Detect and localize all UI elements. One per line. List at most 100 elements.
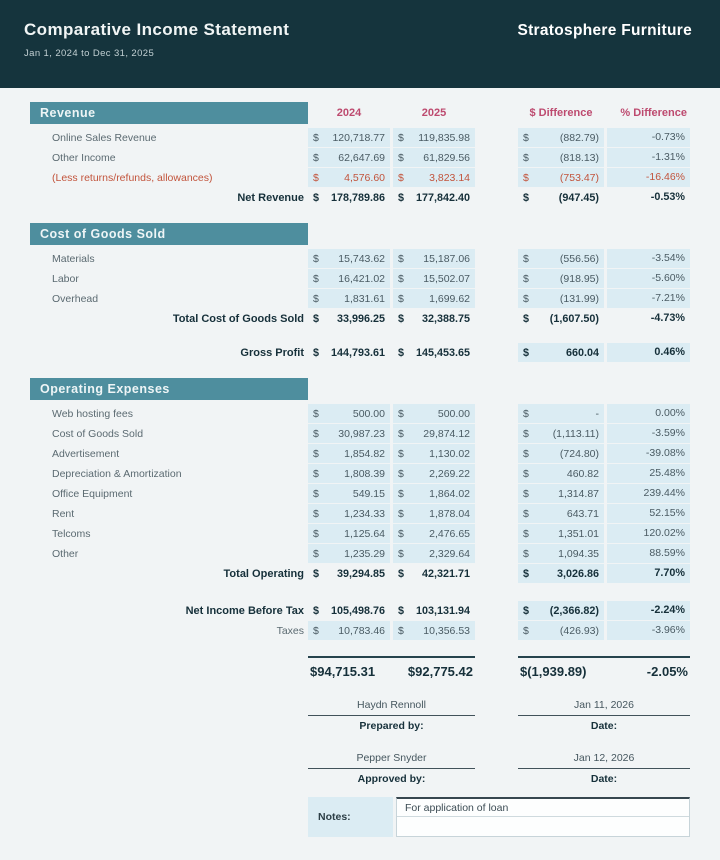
cell-value: 62,647.69 xyxy=(338,151,385,164)
cell-percent-difference: 0.00% xyxy=(607,404,690,423)
cell-value: 16,421.02 xyxy=(338,272,385,285)
row-label: Net Revenue xyxy=(237,191,304,204)
cell-2024: $1,235.29 xyxy=(308,544,390,563)
row-label: Advertisement xyxy=(52,447,120,460)
cell-value: (753.47) xyxy=(559,171,599,184)
currency-symbol: $ xyxy=(313,604,320,617)
final-group-years: $94,715.31 $92,775.42 xyxy=(308,656,475,679)
cell-value: 15,187.06 xyxy=(423,252,470,265)
currency-symbol: $ xyxy=(523,507,529,520)
cell-dollar-difference: $ (131.99) xyxy=(518,289,604,308)
cell-2024: $1,125.64 xyxy=(308,524,390,543)
cell-2025: $177,842.40 xyxy=(393,188,475,207)
currency-symbol: $ xyxy=(523,487,529,500)
currency-symbol: $ xyxy=(523,171,529,184)
cell-value: 15,743.62 xyxy=(338,252,385,265)
approved-by-label: Approved by: xyxy=(357,773,426,785)
cell-2025: $103,131.94 xyxy=(393,601,475,620)
currency-symbol: $ xyxy=(313,567,320,580)
cell-percent-difference: -3.96% xyxy=(607,621,690,640)
row-label: Online Sales Revenue xyxy=(52,131,157,144)
row-label: Materials xyxy=(52,252,95,265)
cell-value: 4,576.60 xyxy=(344,171,385,184)
signature-offset xyxy=(30,699,308,732)
prepared-by-block: Haydn Rennoll Prepared by: xyxy=(308,699,475,732)
table-row: Materials $15,743.62 $15,187.06 $ (556.56) -3… xyxy=(30,249,720,268)
final-group-difference: $(1,939.89) -2.05% xyxy=(518,656,690,679)
row-label: Other Income xyxy=(52,151,116,164)
currency-symbol: $ xyxy=(313,427,319,440)
cell-2025: $15,187.06 xyxy=(393,249,475,268)
section: Operating Expenses Web hosting fees $500.0… xyxy=(30,378,720,583)
cell-dollar-difference: $ (882.79) xyxy=(518,128,604,147)
signature-row-approved: Pepper Snyder Approved by: Jan 12, 2026 … xyxy=(30,752,720,785)
cell-percent-difference: 239.44% xyxy=(607,484,690,503)
date-range: Jan 1, 2024 to Dec 31, 2025 xyxy=(24,48,155,59)
cell-value: - xyxy=(595,407,600,420)
cell-percent-difference: 0.46% xyxy=(607,343,690,362)
cell-percent-difference: -3.54% xyxy=(607,249,690,268)
cell-value: 30,987.23 xyxy=(338,427,385,440)
cell-2025: $145,453.65 xyxy=(393,343,475,362)
cell-dollar-difference: $ - xyxy=(518,404,604,423)
cell-dollar-difference: $3,026.86 xyxy=(518,564,604,583)
currency-symbol: $ xyxy=(523,604,530,617)
cell-value: 1,234.33 xyxy=(344,507,385,520)
notes-text[interactable]: For application of loan xyxy=(397,799,689,817)
table-row: Overhead $1,831.61 $1,699.62 $ (131.99) -7.21… xyxy=(30,289,720,308)
cell-2024: $16,421.02 xyxy=(308,269,390,288)
cell-2025: $2,329.64 xyxy=(393,544,475,563)
cell-percent-difference: -16.46% xyxy=(607,168,690,187)
cell-dollar-difference: $1,314.87 xyxy=(518,484,604,503)
row-label: Total Operating xyxy=(223,567,304,580)
cell-2024: $4,576.60 xyxy=(308,168,390,187)
currency-symbol: $ xyxy=(523,467,529,480)
cell-2025: $1,864.02 xyxy=(393,484,475,503)
notes-input[interactable]: For application of loan xyxy=(396,797,690,837)
cell-value: 460.82 xyxy=(566,467,599,480)
approved-date-value: Jan 12, 2026 xyxy=(573,752,635,764)
summary-rows: Net Income Before Tax $105,498.76 $103,131… xyxy=(30,601,720,640)
column-header-percent-difference: % Difference xyxy=(620,107,687,119)
column-gap xyxy=(475,656,518,679)
cell-2024: $120,718.77 xyxy=(308,128,390,147)
cell-value: 42,321.71 xyxy=(421,567,470,580)
cell-dollar-difference: $ (1,113.11) xyxy=(518,424,604,443)
row-label: Web hosting fees xyxy=(52,407,133,420)
cell-dollar-difference: $ (1,607.50) xyxy=(518,309,604,328)
table-row: Depreciation & Amortization $1,808.39 $2,2… xyxy=(30,464,720,483)
signature-line xyxy=(308,715,475,716)
cell-value: (1,113.11) xyxy=(552,427,599,440)
cell-value: 1,314.87 xyxy=(558,487,599,500)
cell-2025: $2,476.65 xyxy=(393,524,475,543)
cell-2024: $1,854.82 xyxy=(308,444,390,463)
cell-value: 33,996.25 xyxy=(336,312,385,325)
currency-symbol: $ xyxy=(313,467,319,480)
row-label: Telcoms xyxy=(52,527,91,540)
currency-symbol: $ xyxy=(523,346,530,359)
cell-value: 1,854.82 xyxy=(344,447,385,460)
approved-by-name: Pepper Snyder xyxy=(356,752,427,764)
currency-symbol: $ xyxy=(313,346,320,359)
cell-2024: $15,743.62 xyxy=(308,249,390,268)
currency-symbol: $ xyxy=(313,252,319,265)
final-total-difference: $(1,939.89) xyxy=(520,664,587,679)
table-row: Telcoms $1,125.64 $2,476.65 $1,351.01 120.02… xyxy=(30,524,720,543)
cell-value: 32,388.75 xyxy=(421,312,470,325)
cell-value: 29,874.12 xyxy=(423,427,470,440)
cell-dollar-difference: $ (2,366.82) xyxy=(518,601,604,620)
currency-symbol: $ xyxy=(398,507,404,520)
cell-dollar-difference: $ (753.47) xyxy=(518,168,604,187)
table-row: (Less returns/refunds, allowances) $4,576… xyxy=(30,168,720,187)
notes-label: Notes: xyxy=(308,797,393,837)
table-sections: Revenue 2024 2025 $ Difference % Difference O… xyxy=(30,102,720,583)
cell-dollar-difference: $643.71 xyxy=(518,504,604,523)
cell-value: 15,502.07 xyxy=(423,272,470,285)
cell-value: (918.95) xyxy=(559,272,599,285)
table-row: Advertisement $1,854.82 $1,130.02 $ (724.80)… xyxy=(30,444,720,463)
cell-dollar-difference: $ (947.45) xyxy=(518,188,604,207)
cell-percent-difference: 88.59% xyxy=(607,544,690,563)
section-title: Operating Expenses xyxy=(30,378,308,400)
currency-symbol: $ xyxy=(523,407,529,420)
